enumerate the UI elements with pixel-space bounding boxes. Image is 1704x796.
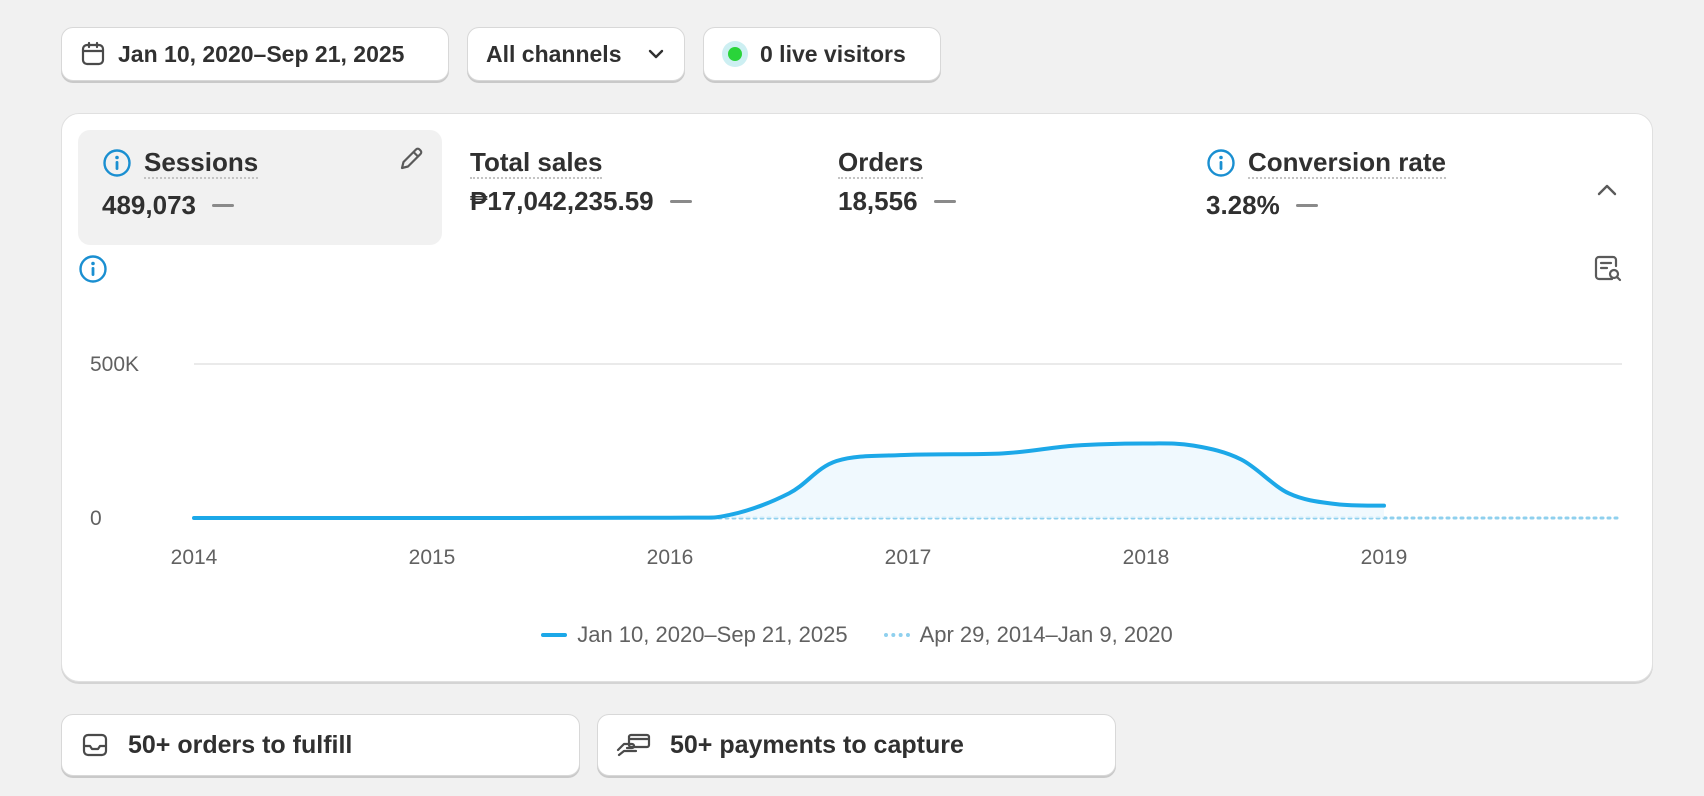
- x-tick-label: 2015: [409, 546, 456, 569]
- trend-dash: [669, 200, 692, 203]
- chevron-up-icon[interactable]: [1594, 177, 1620, 203]
- sessions-line-chart: 0 500K 2014 2015 2016 2017 2018 2019: [90, 353, 1624, 569]
- chart-legend: Jan 10, 2020–Sep 21, 2025 Apr 29, 2014–J…: [62, 622, 1652, 648]
- info-icon[interactable]: [102, 148, 132, 178]
- metric-label: Orders: [838, 147, 924, 179]
- x-tick-label: 2018: [1123, 546, 1170, 569]
- report-search-icon[interactable]: [1592, 253, 1624, 285]
- date-range-label: Jan 10, 2020–Sep 21, 2025: [118, 40, 405, 67]
- metric-value: 18,556: [838, 186, 918, 216]
- channels-dropdown[interactable]: All channels: [467, 27, 685, 81]
- current-series-area: [194, 443, 1384, 519]
- x-tick-label: 2014: [171, 546, 218, 569]
- metric-label: Conversion rate: [1248, 147, 1446, 179]
- pencil-icon[interactable]: [396, 144, 426, 174]
- legend-item-comparison[interactable]: Apr 29, 2014–Jan 9, 2020: [883, 622, 1173, 648]
- legend-label: Jan 10, 2020–Sep 21, 2025: [577, 622, 848, 647]
- calendar-icon: [81, 41, 105, 66]
- task-label: 50+ payments to capture: [670, 730, 964, 759]
- metric-label: Total sales: [470, 147, 603, 179]
- task-label: 50+ orders to fulfill: [128, 730, 353, 759]
- y-tick-label: 500K: [90, 353, 139, 376]
- hand-card-icon: [616, 733, 651, 757]
- trend-dash: [933, 200, 956, 203]
- payments-to-capture-button[interactable]: 50+ payments to capture: [597, 714, 1116, 776]
- metric-orders[interactable]: Orders 18,556: [814, 130, 1154, 245]
- date-range-button[interactable]: Jan 10, 2020–Sep 21, 2025: [61, 27, 449, 81]
- legend-item-current[interactable]: Jan 10, 2020–Sep 21, 2025: [541, 622, 848, 648]
- legend-swatch-solid: [541, 633, 568, 637]
- legend-swatch-dotted: [883, 633, 910, 637]
- live-visitors-button[interactable]: 0 live visitors: [703, 27, 941, 81]
- live-visitors-label: 0 live visitors: [760, 40, 906, 67]
- x-tick-label: 2019: [1361, 546, 1408, 569]
- chevron-down-icon: [648, 49, 664, 59]
- legend-label: Apr 29, 2014–Jan 9, 2020: [919, 622, 1173, 647]
- orders-to-fulfill-button[interactable]: 50+ orders to fulfill: [61, 714, 580, 776]
- metric-conversion-rate[interactable]: Conversion rate 3.28%: [1182, 130, 1542, 245]
- channels-label: All channels: [486, 40, 622, 67]
- analytics-card: Sessions 489,073 Total sales ₱17,042,235…: [61, 113, 1653, 682]
- inbox-icon: [82, 733, 108, 757]
- trend-dash: [1295, 204, 1318, 207]
- metric-total-sales[interactable]: Total sales ₱17,042,235.59: [446, 130, 786, 245]
- y-tick-label: 0: [90, 507, 102, 530]
- x-tick-label: 2016: [647, 546, 694, 569]
- trend-dash: [211, 204, 234, 207]
- metric-value: 489,073: [102, 190, 196, 220]
- metric-sessions[interactable]: Sessions 489,073: [78, 130, 442, 245]
- live-status-icon: [722, 41, 748, 67]
- metric-value: 3.28%: [1206, 190, 1280, 220]
- chart-info-icon[interactable]: [78, 254, 108, 284]
- metric-value: ₱17,042,235.59: [470, 186, 654, 216]
- x-tick-label: 2017: [885, 546, 932, 569]
- current-series-line: [192, 441, 1386, 521]
- info-icon[interactable]: [1206, 148, 1236, 178]
- metric-label: Sessions: [144, 147, 259, 179]
